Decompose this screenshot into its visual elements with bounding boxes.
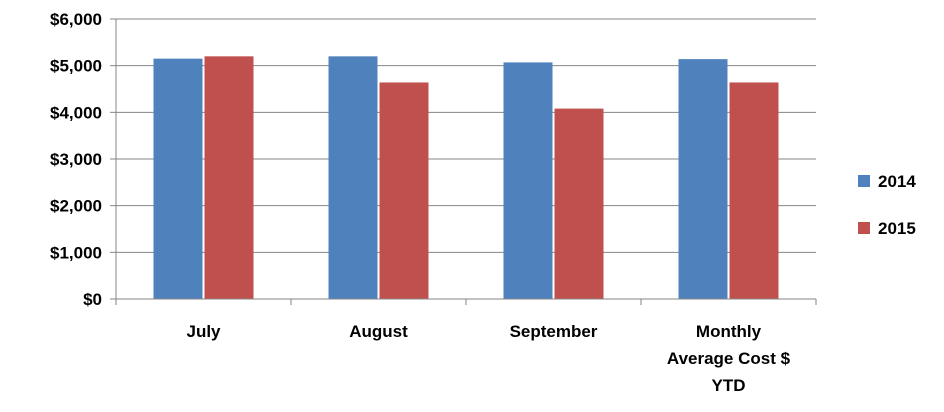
x-category-label: Average Cost $ (667, 349, 791, 368)
x-category-label: August (349, 322, 408, 341)
x-category-label: Monthly (696, 322, 762, 341)
y-tick-label: $5,000 (50, 57, 102, 76)
bar-2015 (379, 82, 429, 299)
bar-2014 (678, 59, 728, 300)
legend-swatch-2014 (858, 175, 870, 187)
y-tick-label: $6,000 (50, 10, 102, 29)
x-category-label: September (510, 322, 598, 341)
axes (110, 18, 817, 305)
y-tick-label: $3,000 (50, 150, 102, 169)
legend-label: 2015 (878, 219, 916, 238)
y-tick-label: $0 (83, 290, 102, 309)
bar-2015 (204, 56, 254, 300)
bars (153, 56, 779, 300)
y-tick-label: $1,000 (50, 243, 102, 262)
y-tick-label: $4,000 (50, 103, 102, 122)
x-category-label: YTD (712, 376, 746, 395)
bar-2014 (503, 62, 553, 300)
y-axis-tick-labels: $0 $1,000 $2,000 $3,000 $4,000 $5,000 $6,000 (50, 10, 102, 309)
legend-label: 2014 (878, 172, 916, 191)
x-axis-category-labels: July August September Monthly Average Cost $… (186, 322, 790, 395)
y-tick-label: $2,000 (50, 197, 102, 216)
bar-2014 (328, 56, 378, 300)
bar-2014 (153, 58, 203, 299)
legend: 2014 2015 (858, 172, 916, 238)
x-category-label: July (186, 322, 221, 341)
bar-2015 (729, 82, 779, 299)
legend-swatch-2015 (858, 222, 870, 234)
bar-2015 (554, 108, 604, 299)
